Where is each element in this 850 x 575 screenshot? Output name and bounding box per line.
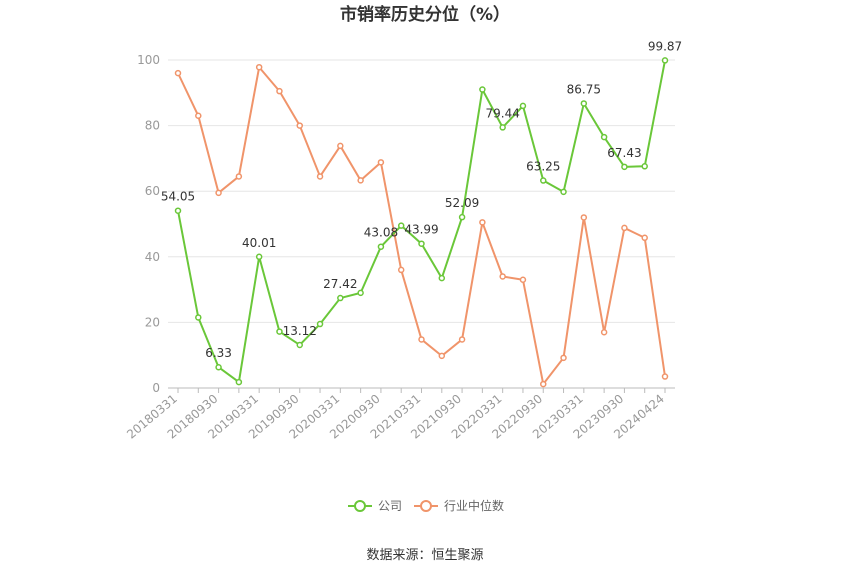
- data-point: [479, 86, 486, 93]
- data-point: [499, 124, 506, 131]
- data-point: [560, 188, 567, 196]
- data-point: [276, 87, 283, 95]
- data-point: [661, 373, 669, 380]
- data-point: [174, 207, 182, 214]
- data-point: [215, 363, 222, 371]
- y-tick-label: 0: [152, 381, 160, 395]
- data-labels: 54.05 6.33 40.01 13.12 27.42 43.08 43.99 52.09 7…: [161, 39, 682, 360]
- data-point: [377, 159, 385, 166]
- data-point: [641, 234, 648, 242]
- data-point: [499, 273, 506, 280]
- data-label: 54.05: [161, 190, 195, 204]
- data-point: [458, 336, 466, 343]
- data-point: [235, 173, 243, 180]
- data-point: [540, 177, 547, 184]
- data-point: [235, 378, 243, 386]
- data-label: 79.44: [485, 106, 519, 120]
- data-point: [397, 266, 405, 274]
- data-label: 67.43: [607, 146, 641, 160]
- data-point: [621, 224, 628, 232]
- data-point: [438, 274, 446, 282]
- legend-item[interactable]: 公司: [348, 499, 402, 513]
- data-point: [337, 142, 344, 150]
- data-point: [580, 100, 588, 107]
- data-point: [540, 380, 547, 388]
- data-point: [519, 276, 527, 284]
- data-label: 86.75: [567, 82, 601, 96]
- data-point: [418, 240, 425, 247]
- data-label: 13.12: [283, 324, 317, 338]
- legend-marker-icon: [354, 500, 366, 512]
- data-point: [600, 133, 608, 141]
- x-axis: 2018033120180930201903312019093020200331…: [124, 387, 675, 442]
- y-tick-label: 100: [137, 53, 160, 67]
- data-point: [195, 314, 202, 321]
- data-label: 63.25: [526, 160, 560, 174]
- data-point: [519, 102, 527, 110]
- data-label: 99.87: [648, 39, 682, 53]
- data-point: [397, 222, 405, 229]
- legend-label: 公司: [378, 499, 402, 513]
- data-point: [316, 173, 324, 180]
- data-point: [479, 219, 486, 226]
- data-point: [316, 320, 324, 328]
- data-point: [641, 163, 648, 170]
- y-tick-label: 80: [145, 119, 160, 133]
- y-tick-label: 20: [145, 315, 160, 329]
- legend[interactable]: 公司 行业中位数: [348, 498, 504, 513]
- data-point: [438, 352, 446, 360]
- data-point: [255, 63, 263, 71]
- data-point: [580, 214, 588, 221]
- data-point: [174, 69, 182, 77]
- data-point: [296, 341, 303, 349]
- data-point: [276, 328, 283, 335]
- y-tick-label: 60: [145, 184, 160, 198]
- data-point: [337, 294, 344, 302]
- data-label: 40.01: [242, 236, 276, 250]
- legend-marker-icon: [420, 500, 432, 512]
- data-point: [418, 336, 425, 343]
- y-tick-label: 40: [145, 250, 160, 264]
- series-layer: [174, 57, 669, 388]
- data-point: [377, 243, 385, 250]
- data-label: 6.33: [205, 346, 232, 360]
- data-point: [458, 213, 466, 221]
- data-point: [255, 253, 263, 261]
- data-label: 27.42: [323, 277, 357, 291]
- legend-item[interactable]: 行业中位数: [414, 498, 504, 513]
- data-point: [661, 57, 669, 64]
- data-point: [560, 354, 567, 362]
- data-point: [357, 289, 364, 297]
- legend-label: 行业中位数: [444, 498, 504, 513]
- data-point: [600, 328, 608, 336]
- data-point: [215, 189, 222, 197]
- data-point: [195, 112, 202, 120]
- data-point: [296, 122, 303, 129]
- data-label: 52.09: [445, 196, 479, 210]
- y-axis-ticks: 0 20 40 60 80 100: [137, 53, 160, 395]
- data-label: 43.08: [364, 226, 398, 240]
- data-label: 43.99: [404, 223, 438, 237]
- source-note: 数据来源：恒生聚源: [366, 548, 483, 563]
- chart-title: 市销率历史分位（%）: [340, 4, 510, 25]
- data-point: [357, 177, 364, 184]
- data-point: [621, 163, 628, 171]
